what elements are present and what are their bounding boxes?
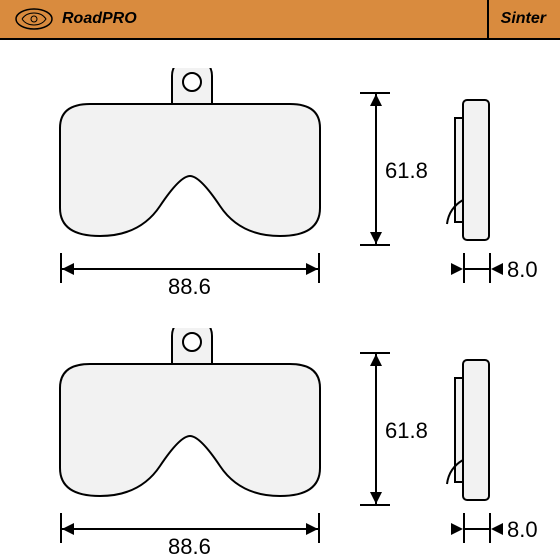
dim-line-thick-1 [463, 268, 489, 270]
height-label-1: 61.8 [385, 158, 428, 184]
dim-tick [463, 513, 465, 543]
dim-tick [360, 244, 390, 246]
dim-tick [463, 253, 465, 283]
pad-row-2: 61.8 88.6 8.0 [0, 300, 560, 560]
arrow-left-icon [62, 263, 74, 275]
variant-label: Sinter [501, 10, 546, 28]
arrow-right-icon [306, 263, 318, 275]
thickness-label-1: 8.0 [507, 257, 538, 283]
thickness-label-2: 8.0 [507, 517, 538, 543]
pad-row-1: 61.8 88.6 8.0 [0, 40, 560, 300]
arrow-right-icon [451, 523, 463, 535]
brand-name: RoadPRO [62, 10, 137, 28]
arrow-right-icon [306, 523, 318, 535]
brand-prefix: Road [62, 10, 102, 27]
arrow-left-icon [62, 523, 74, 535]
dim-tick [318, 253, 320, 283]
brand-logo-icon [14, 5, 54, 33]
arrow-down-icon [370, 492, 382, 504]
dim-line-width-2 [60, 528, 320, 530]
pad-front-view-1 [50, 68, 330, 248]
diagram-area: 61.8 88.6 8.0 [0, 40, 560, 560]
dim-line-width-1 [60, 268, 320, 270]
pad-side-view-1 [445, 90, 495, 250]
arrow-up-icon [370, 354, 382, 366]
height-label-2: 61.8 [385, 418, 428, 444]
arrow-left-icon [491, 263, 503, 275]
header-divider [487, 0, 489, 39]
arrow-left-icon [491, 523, 503, 535]
header-bar: RoadPRO Sinter [0, 0, 560, 40]
arrow-down-icon [370, 232, 382, 244]
pad-side-view-2 [445, 350, 495, 510]
arrow-up-icon [370, 94, 382, 106]
dim-tick [360, 504, 390, 506]
width-label-2: 88.6 [168, 534, 211, 560]
arrow-right-icon [451, 263, 463, 275]
pad-front-view-2 [50, 328, 330, 508]
dim-line-thick-2 [463, 528, 489, 530]
dim-line-height-1 [375, 92, 377, 246]
width-label-1: 88.6 [168, 274, 211, 300]
dim-tick [318, 513, 320, 543]
brand-suffix: PRO [102, 10, 137, 27]
dim-line-height-2 [375, 352, 377, 506]
